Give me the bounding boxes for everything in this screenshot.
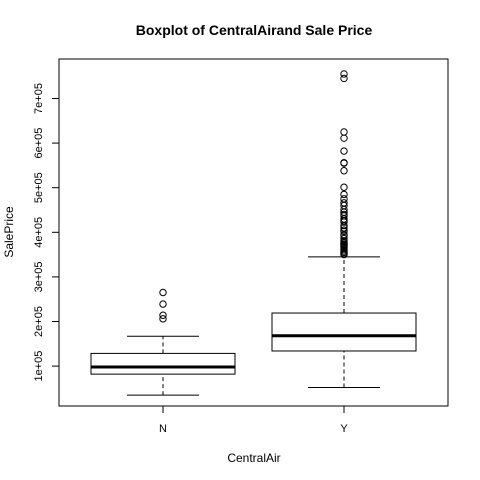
boxes: [90, 70, 417, 396]
outlier-point: [340, 218, 348, 226]
x-tick-label: N: [159, 423, 167, 435]
outlier-point: [340, 167, 348, 175]
outlier-point: [340, 183, 348, 191]
y-tick-label: 3e+05: [33, 261, 45, 292]
y-tick-label: 2e+05: [33, 306, 45, 337]
outlier-point: [340, 147, 348, 155]
box-Y: [271, 70, 417, 389]
outlier-point: [340, 250, 348, 259]
outlier-point: [159, 288, 167, 297]
outlier-point: [340, 70, 348, 78]
outlier-point: [159, 311, 167, 319]
outlier-point: [159, 300, 167, 308]
outlier-point: [159, 315, 167, 323]
outlier-point: [340, 221, 348, 230]
y-tick-label: 5e+05: [33, 172, 45, 203]
outlier-point: [340, 190, 348, 199]
y-axis: 1e+05 2e+05 3e+05 4e+05 5e+05 6e+05 7e+05: [33, 83, 60, 382]
y-axis-label: SalePrice: [2, 206, 16, 258]
y-tick-label: 7e+05: [33, 83, 45, 114]
outlier-point: [340, 227, 348, 236]
y-tick-label: 4e+05: [33, 217, 45, 248]
box-N: [90, 288, 236, 396]
x-axis-label: CentralAir: [227, 451, 280, 465]
outlier-point: [340, 128, 348, 136]
outlier-point: [340, 74, 348, 83]
outlier-point: [340, 159, 348, 167]
y-tick-label: 1e+05: [33, 351, 45, 382]
y-tick-label: 6e+05: [33, 128, 45, 159]
iqr-box: [90, 352, 236, 375]
x-tick-label: Y: [340, 423, 348, 435]
iqr-box: [271, 312, 417, 352]
chart-title: Boxplot of CentralAirand Sale Price: [136, 22, 373, 38]
outlier-point: [340, 134, 348, 142]
